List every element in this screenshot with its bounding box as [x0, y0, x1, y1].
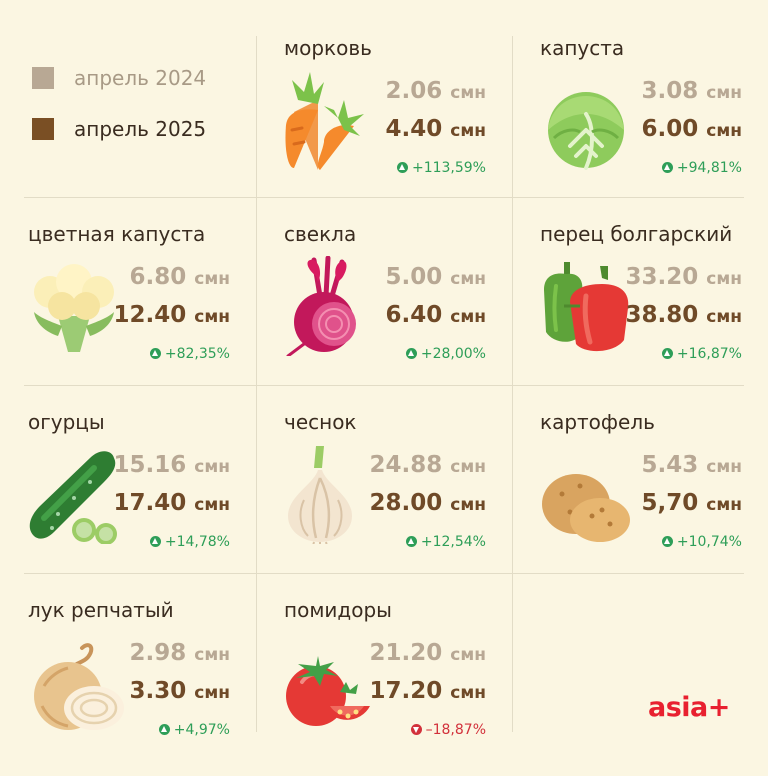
price-2024: 15.16 смн — [113, 452, 231, 478]
arrow-down-icon — [410, 724, 422, 735]
garlic-icon — [288, 446, 352, 544]
price-2025: 17.20 смн — [369, 678, 487, 704]
price-2024: 21.20 смн — [369, 640, 487, 666]
price-2025: 5,70 смн — [641, 490, 742, 516]
price-2025: 12.40 смн — [113, 302, 231, 328]
card-potato: картофель 5.43 смн 5,70 смн +10,74% — [540, 410, 742, 588]
arrow-up-icon — [405, 536, 417, 547]
card-garlic: чеснок 24.88 смн 28.00 смн +12,54% — [284, 410, 486, 588]
price-change: +16,87% — [661, 346, 742, 362]
price-2025: 28.00 смн — [369, 490, 487, 516]
price-2025: 6.00 смн — [641, 116, 742, 142]
price-change: +12,54% — [405, 534, 486, 550]
price-2025: 4.40 смн — [385, 116, 486, 142]
carrot-icon — [285, 72, 364, 170]
vegetable-name: перец болгарский — [540, 222, 733, 246]
price-2025: 3.30 смн — [129, 678, 230, 704]
divider-vertical-2 — [512, 36, 513, 732]
card-cucumber: огурцы 15.16 смн 17.40 смн +14,78% — [28, 410, 230, 588]
arrow-up-icon — [149, 536, 161, 547]
price-change: +4,97% — [158, 722, 230, 738]
price-2024: 6.80 смн — [129, 264, 230, 290]
arrow-up-icon — [149, 348, 161, 359]
divider-horizontal-3 — [24, 573, 744, 574]
legend-item-2024: апрель 2024 — [32, 66, 206, 90]
beet-icon — [286, 256, 356, 356]
price-2025: 17.40 смн — [113, 490, 231, 516]
price-change: –18,87% — [410, 722, 486, 738]
price-2024: 33.20 смн — [625, 264, 743, 290]
arrow-up-icon — [661, 162, 673, 173]
cucumber-icon — [29, 451, 117, 544]
bell-pepper-icon — [544, 262, 629, 352]
vegetable-name: морковь — [284, 36, 372, 60]
price-change: +14,78% — [149, 534, 230, 550]
price-2025: 6.40 смн — [385, 302, 486, 328]
vegetable-name: цветная капуста — [28, 222, 206, 246]
arrow-up-icon — [661, 348, 673, 359]
arrow-up-icon — [158, 724, 170, 735]
vegetable-name: лук репчатый — [28, 598, 174, 622]
cauliflower-icon — [34, 264, 114, 352]
card-cauliflower: цветная капуста 6.80 смн 12.40 смн +82,3… — [28, 222, 230, 400]
legend-swatch-2025 — [32, 118, 54, 140]
price-change: +113,59% — [396, 160, 486, 176]
price-2025: 38.80 смн — [625, 302, 743, 328]
divider-vertical-1 — [256, 36, 257, 732]
vegetable-name: помидоры — [284, 598, 392, 622]
vegetable-name: капуста — [540, 36, 625, 60]
card-cabbage: капуста 3.08 смн 6.00 смн +94,81% — [540, 36, 742, 214]
vegetable-name: картофель — [540, 410, 655, 434]
legend-label-2024: апрель 2024 — [74, 66, 207, 90]
card-bell-pepper: перец болгарский 33.20 смн 38.80 смн +16… — [540, 222, 742, 400]
vegetable-name: свекла — [284, 222, 357, 246]
asia-plus-logo: asia+ — [648, 692, 730, 723]
price-2024: 5.43 смн — [641, 452, 742, 478]
price-2024: 5.00 смн — [385, 264, 486, 290]
vegetable-name: огурцы — [28, 410, 105, 434]
onion-icon — [34, 643, 124, 730]
arrow-up-icon — [396, 162, 408, 173]
legend-label-2025: апрель 2025 — [74, 117, 207, 141]
divider-horizontal-2 — [24, 385, 744, 386]
arrow-up-icon — [405, 348, 417, 359]
tomato-icon — [286, 656, 370, 726]
price-change: +82,35% — [149, 346, 230, 362]
price-2024: 3.08 смн — [641, 78, 742, 104]
legend-item-2025: апрель 2025 — [32, 117, 206, 141]
divider-horizontal-1 — [24, 197, 744, 198]
arrow-up-icon — [661, 536, 673, 547]
price-2024: 24.88 смн — [369, 452, 487, 478]
price-change: +10,74% — [661, 534, 742, 550]
card-beet: свекла 5.00 смн 6.40 смн +28,00% — [284, 222, 486, 400]
price-change: +28,00% — [405, 346, 486, 362]
cabbage-icon — [548, 92, 624, 170]
card-carrot: морковь 2.06 смн 4.40 смн +113,59% — [284, 36, 486, 214]
potato-icon — [542, 474, 630, 542]
price-2024: 2.06 смн — [385, 78, 486, 104]
card-onion: лук репчатый 2.98 смн 3.30 смн +4,97% — [28, 598, 230, 776]
legend-swatch-2024 — [32, 67, 54, 89]
card-tomato: помидоры 21.20 смн 17.20 смн –18,87% — [284, 598, 486, 776]
price-2024: 2.98 смн — [129, 640, 230, 666]
price-change: +94,81% — [661, 160, 742, 176]
vegetable-name: чеснок — [284, 410, 357, 434]
